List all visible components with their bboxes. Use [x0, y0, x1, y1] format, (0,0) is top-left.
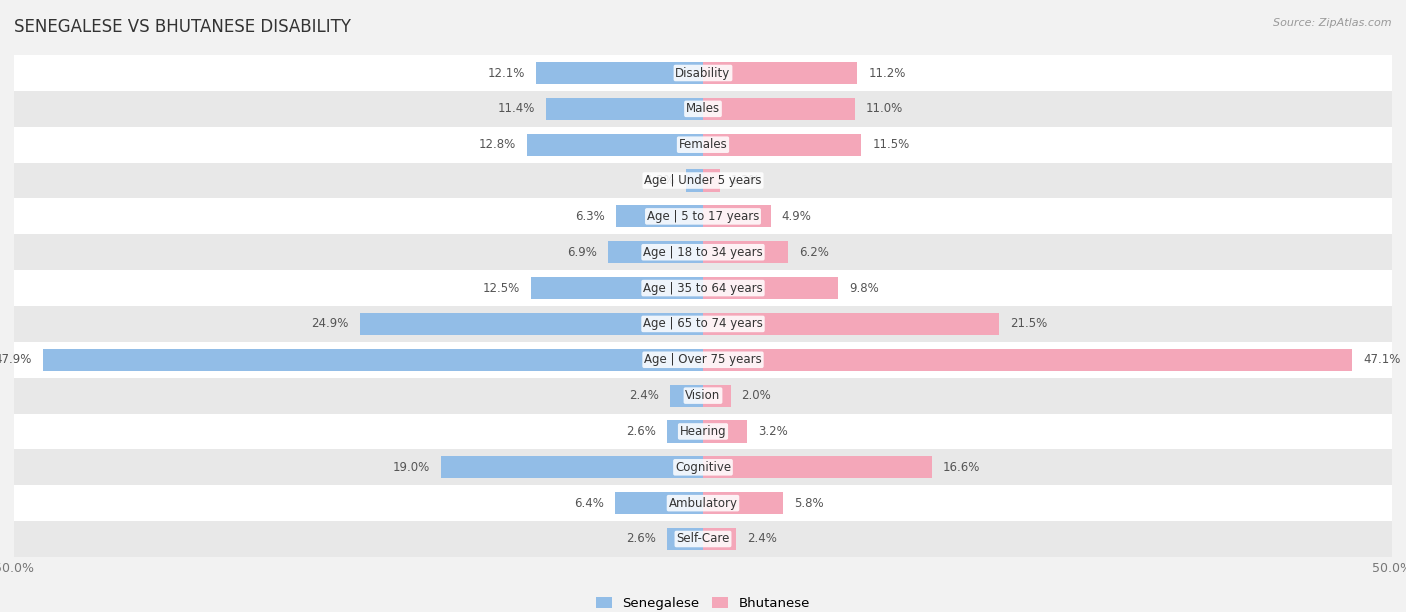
- Bar: [546, 98, 703, 120]
- Bar: [14, 342, 1392, 378]
- Text: 1.2%: 1.2%: [731, 174, 761, 187]
- Text: 16.6%: 16.6%: [943, 461, 980, 474]
- Text: 47.9%: 47.9%: [0, 353, 32, 366]
- Text: 2.6%: 2.6%: [626, 425, 657, 438]
- Text: 11.4%: 11.4%: [498, 102, 534, 115]
- Bar: [14, 91, 1392, 127]
- Bar: [668, 528, 703, 550]
- Text: Age | 35 to 64 years: Age | 35 to 64 years: [643, 282, 763, 294]
- Text: 21.5%: 21.5%: [1011, 318, 1047, 330]
- Text: 6.2%: 6.2%: [800, 246, 830, 259]
- Bar: [360, 313, 703, 335]
- Text: 2.4%: 2.4%: [747, 532, 778, 545]
- Text: Vision: Vision: [685, 389, 721, 402]
- Bar: [703, 456, 932, 479]
- Bar: [703, 170, 720, 192]
- Bar: [703, 98, 855, 120]
- Bar: [14, 378, 1392, 414]
- Bar: [614, 492, 703, 514]
- Bar: [703, 313, 1000, 335]
- Text: 11.5%: 11.5%: [873, 138, 910, 151]
- Text: 6.4%: 6.4%: [574, 497, 603, 510]
- Text: Age | Over 75 years: Age | Over 75 years: [644, 353, 762, 366]
- Text: 12.5%: 12.5%: [482, 282, 520, 294]
- Bar: [703, 205, 770, 228]
- Text: 2.6%: 2.6%: [626, 532, 657, 545]
- Text: Females: Females: [679, 138, 727, 151]
- Bar: [616, 205, 703, 228]
- Text: Cognitive: Cognitive: [675, 461, 731, 474]
- Bar: [14, 414, 1392, 449]
- Bar: [14, 306, 1392, 342]
- Bar: [44, 349, 703, 371]
- Text: Self-Care: Self-Care: [676, 532, 730, 545]
- Bar: [703, 349, 1353, 371]
- Bar: [703, 241, 789, 263]
- Bar: [441, 456, 703, 479]
- Text: 5.8%: 5.8%: [794, 497, 824, 510]
- Text: 4.9%: 4.9%: [782, 210, 811, 223]
- Text: SENEGALESE VS BHUTANESE DISABILITY: SENEGALESE VS BHUTANESE DISABILITY: [14, 18, 352, 36]
- Bar: [703, 133, 862, 156]
- Text: 19.0%: 19.0%: [392, 461, 430, 474]
- Bar: [14, 234, 1392, 270]
- Text: Males: Males: [686, 102, 720, 115]
- Bar: [668, 420, 703, 442]
- Text: Age | 65 to 74 years: Age | 65 to 74 years: [643, 318, 763, 330]
- Bar: [703, 420, 747, 442]
- Text: 2.4%: 2.4%: [628, 389, 659, 402]
- Text: 6.9%: 6.9%: [567, 246, 598, 259]
- Text: Hearing: Hearing: [679, 425, 727, 438]
- Bar: [14, 270, 1392, 306]
- Bar: [14, 449, 1392, 485]
- Text: Age | 18 to 34 years: Age | 18 to 34 years: [643, 246, 763, 259]
- Bar: [527, 133, 703, 156]
- Legend: Senegalese, Bhutanese: Senegalese, Bhutanese: [591, 592, 815, 612]
- Bar: [14, 127, 1392, 163]
- Text: Disability: Disability: [675, 67, 731, 80]
- Text: 12.1%: 12.1%: [488, 67, 526, 80]
- Text: 3.2%: 3.2%: [758, 425, 787, 438]
- Text: 11.2%: 11.2%: [869, 67, 905, 80]
- Bar: [686, 170, 703, 192]
- Text: Age | Under 5 years: Age | Under 5 years: [644, 174, 762, 187]
- Bar: [14, 198, 1392, 234]
- Text: Age | 5 to 17 years: Age | 5 to 17 years: [647, 210, 759, 223]
- Bar: [14, 485, 1392, 521]
- Bar: [703, 492, 783, 514]
- Text: 12.8%: 12.8%: [478, 138, 516, 151]
- Text: 9.8%: 9.8%: [849, 282, 879, 294]
- Bar: [536, 62, 703, 84]
- Text: 11.0%: 11.0%: [866, 102, 903, 115]
- Text: 47.1%: 47.1%: [1362, 353, 1400, 366]
- Bar: [14, 521, 1392, 557]
- Bar: [703, 62, 858, 84]
- Bar: [531, 277, 703, 299]
- Text: Ambulatory: Ambulatory: [668, 497, 738, 510]
- Text: Source: ZipAtlas.com: Source: ZipAtlas.com: [1274, 18, 1392, 28]
- Text: 2.0%: 2.0%: [741, 389, 772, 402]
- Bar: [669, 384, 703, 407]
- Bar: [703, 277, 838, 299]
- Bar: [14, 55, 1392, 91]
- Text: 6.3%: 6.3%: [575, 210, 605, 223]
- Text: 24.9%: 24.9%: [312, 318, 349, 330]
- Bar: [703, 384, 731, 407]
- Text: 1.2%: 1.2%: [645, 174, 675, 187]
- Bar: [607, 241, 703, 263]
- Bar: [14, 163, 1392, 198]
- Bar: [703, 528, 737, 550]
